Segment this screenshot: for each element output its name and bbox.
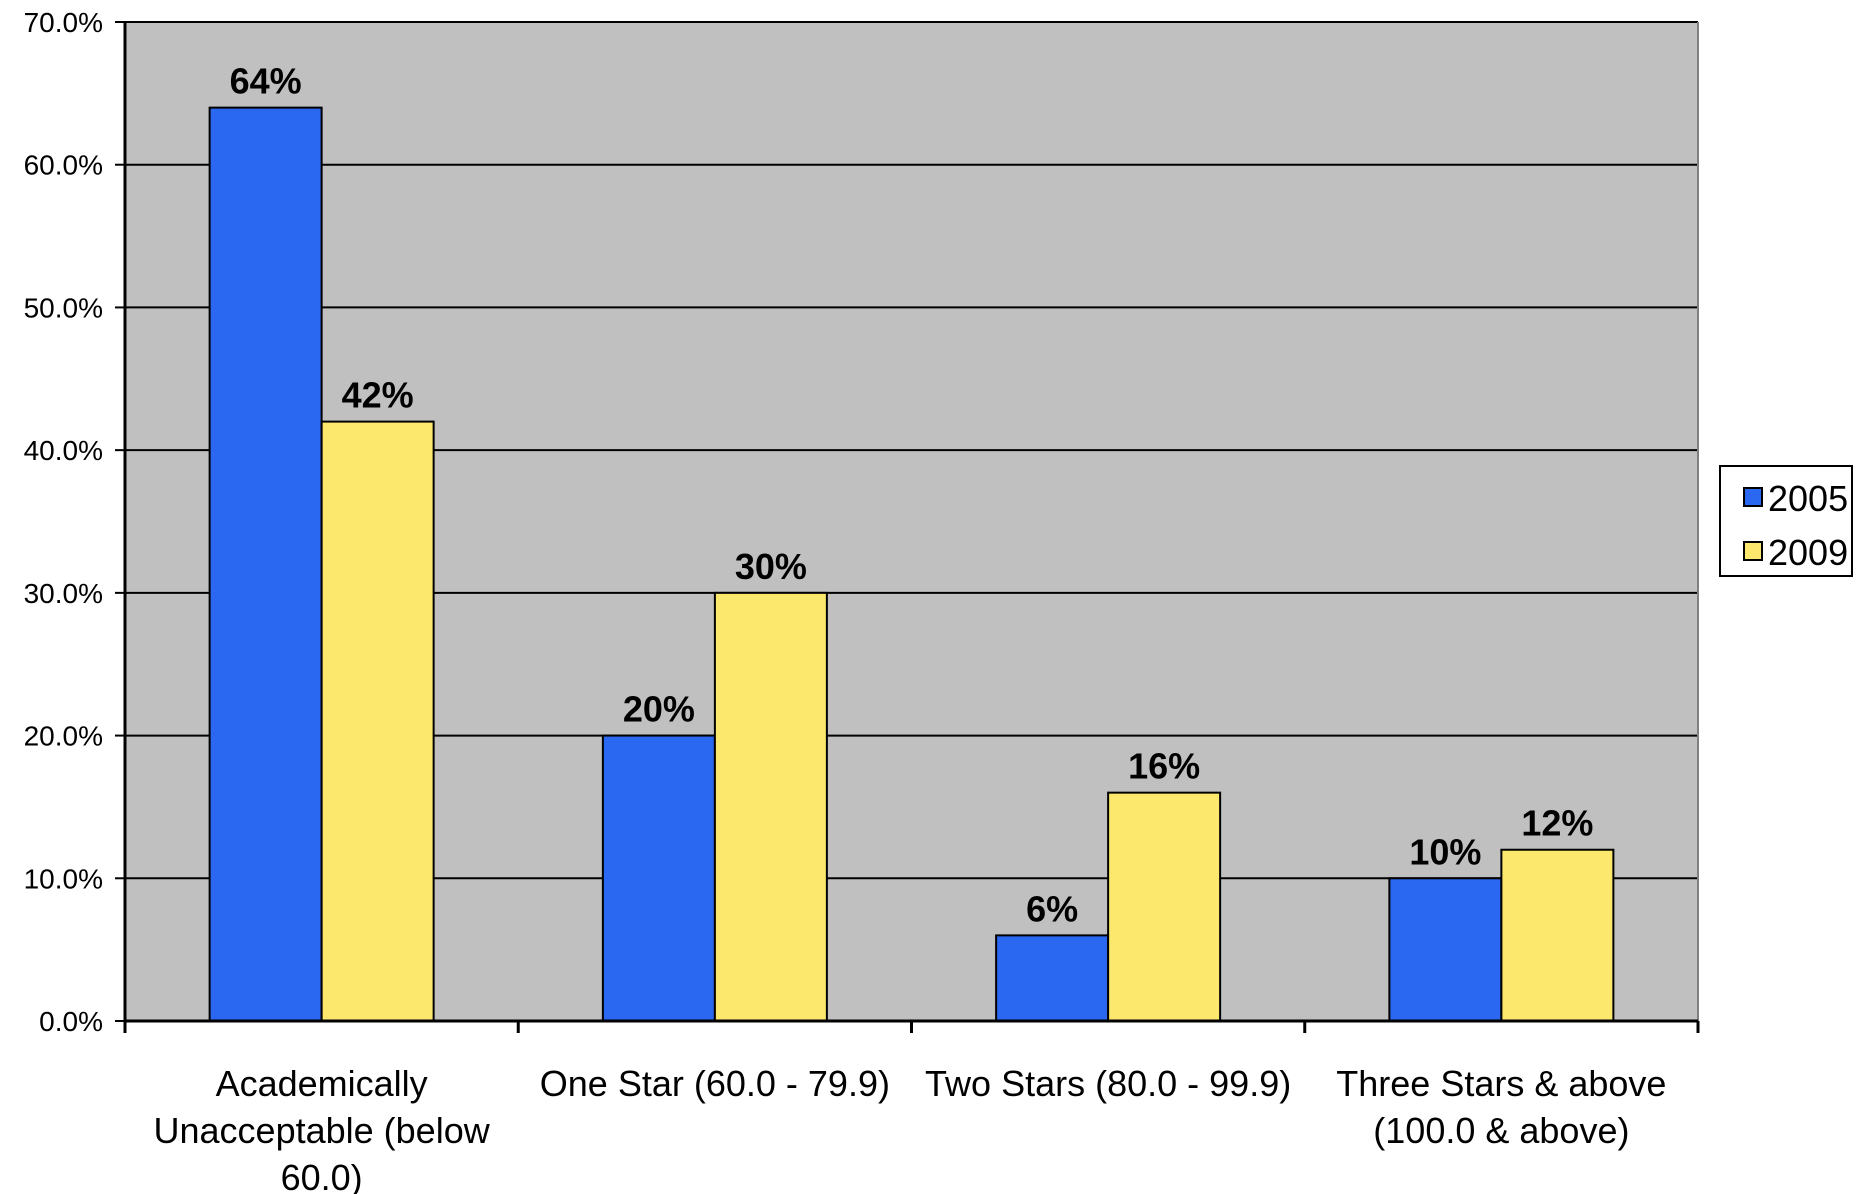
legend: 2005 2009 [1719, 465, 1853, 577]
legend-label: 2005 [1768, 478, 1848, 519]
data-label: 20% [623, 689, 695, 730]
y-tick-label: 30.0% [24, 578, 103, 609]
data-label: 16% [1128, 746, 1200, 787]
x-category-label: Three Stars & above (100.0 & above) [1336, 1063, 1666, 1151]
data-label: 64% [230, 61, 302, 102]
data-label: 12% [1521, 803, 1593, 844]
x-category-label: One Star (60.0 - 79.9) [540, 1063, 890, 1104]
bar-2005-cat-3 [1388, 877, 1503, 1022]
data-label: 10% [1409, 831, 1481, 872]
y-tick-label: 40.0% [24, 435, 103, 466]
legend-label: 2009 [1768, 532, 1848, 573]
y-tick-label: 70.0% [24, 7, 103, 38]
x-category-label: Academically Unacceptable (below 60.0) [154, 1063, 491, 1194]
legend-swatch [1743, 541, 1763, 561]
bar-2009-cat-2 [1107, 791, 1222, 1023]
y-tick-label: 60.0% [24, 150, 103, 181]
legend-box [1719, 465, 1853, 577]
data-label: 30% [735, 546, 807, 587]
bar-2005-cat-1 [601, 734, 716, 1022]
y-tick-label: 50.0% [24, 292, 103, 323]
data-label: 42% [342, 375, 414, 416]
y-tick-label: 0.0% [39, 1006, 103, 1037]
legend-swatch [1743, 487, 1763, 507]
bar-2009-cat-3 [1500, 848, 1615, 1022]
x-category-label: Two Stars (80.0 - 99.9) [925, 1063, 1291, 1104]
bar-2009-cat-0 [320, 420, 435, 1023]
bar-2005-cat-0 [208, 106, 323, 1022]
bar-2005-cat-2 [995, 934, 1110, 1022]
data-label: 6% [1026, 888, 1078, 929]
bar-2009-cat-1 [713, 591, 828, 1022]
labels: 0.0% 10.0% 20.0% 30.0% 40.0% 50.0% 60.0% 70.0% 6… [24, 7, 1667, 1194]
y-tick-label: 20.0% [24, 721, 103, 752]
y-tick-label: 10.0% [24, 863, 103, 894]
axes [115, 21, 1700, 1033]
